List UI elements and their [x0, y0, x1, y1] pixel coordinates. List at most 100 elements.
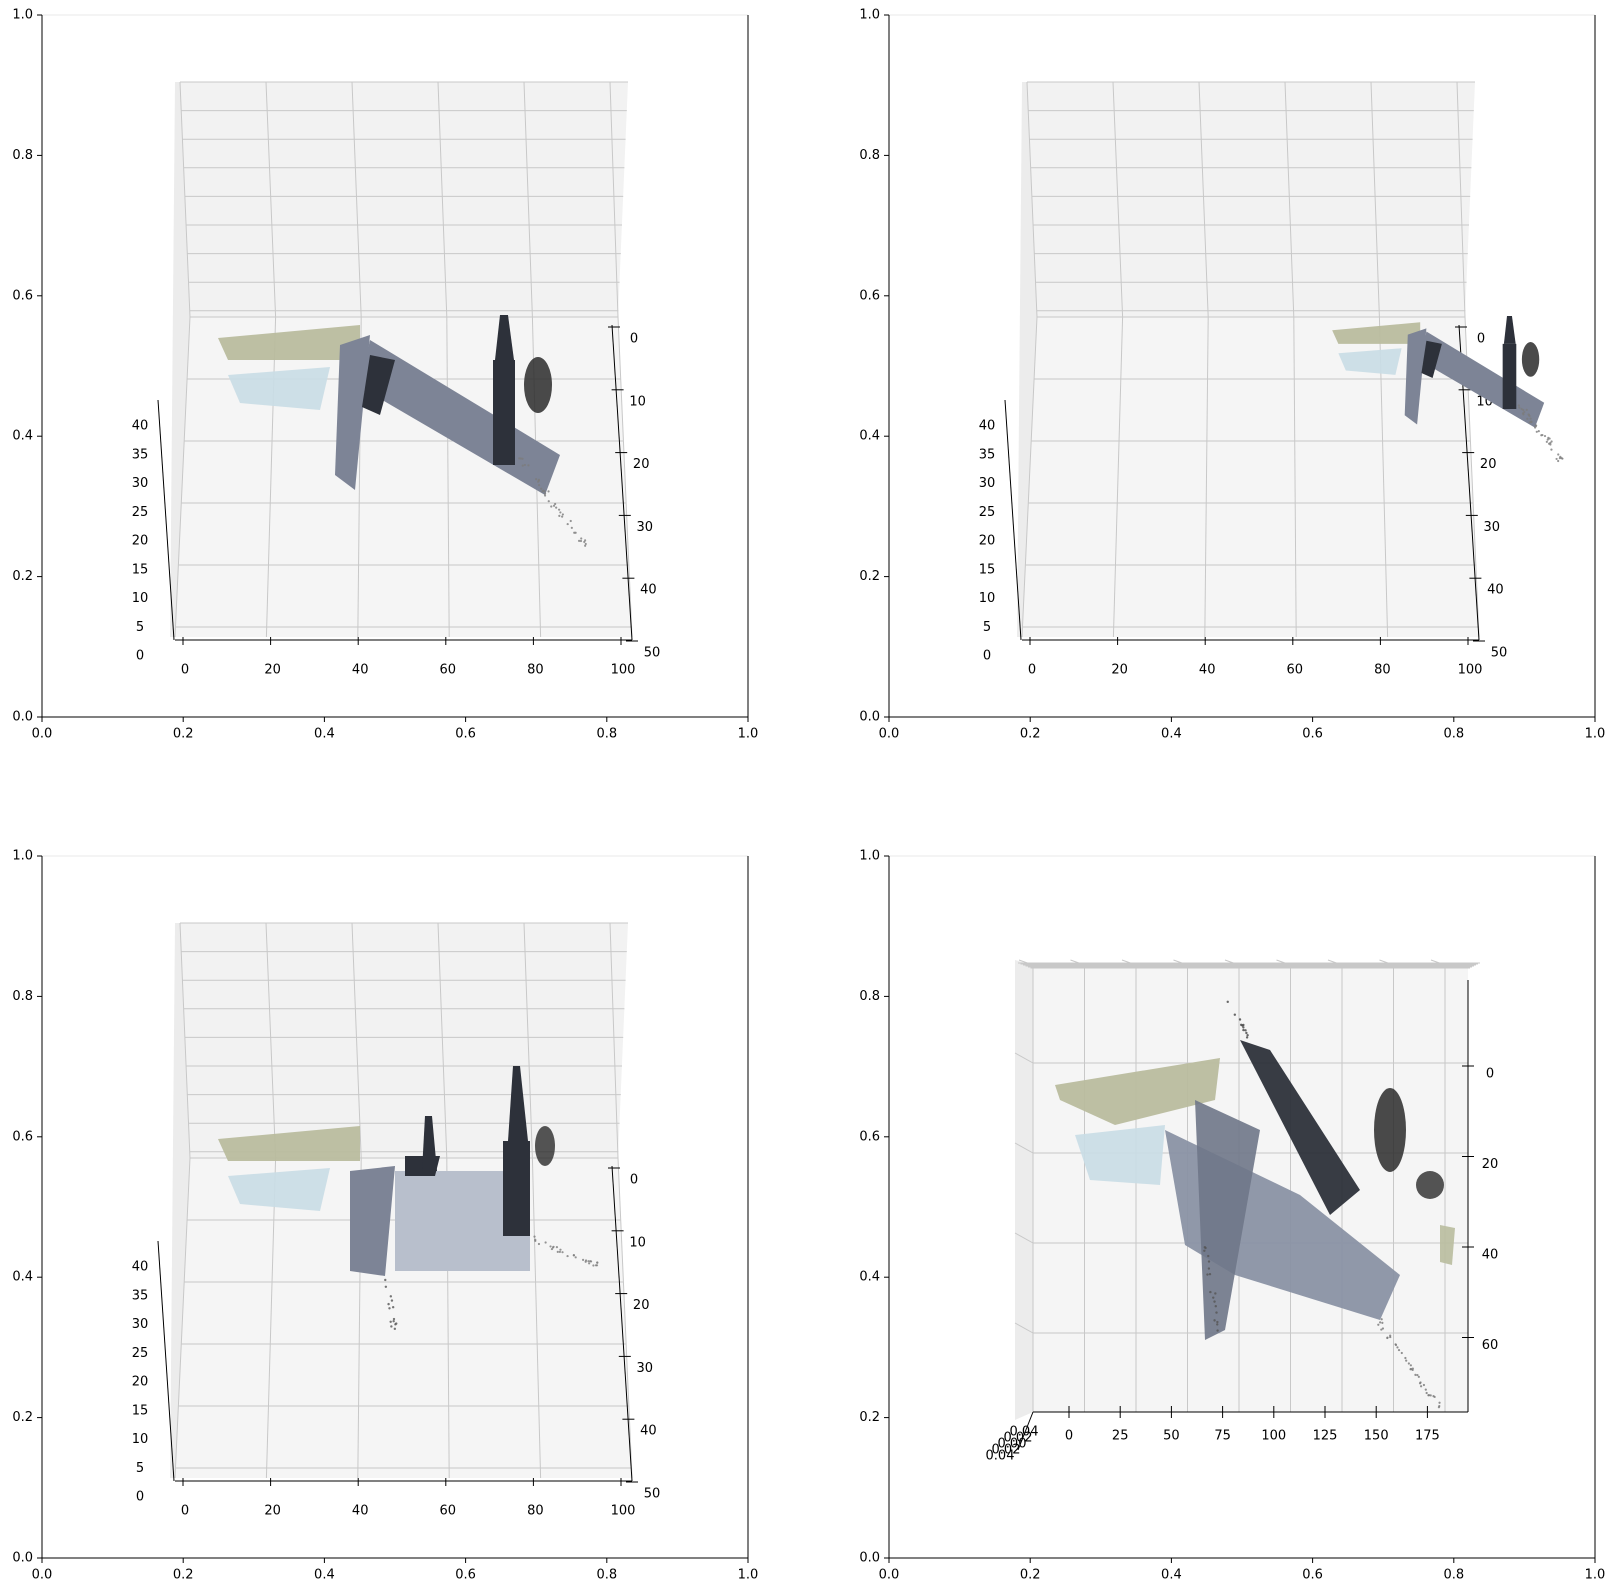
cloud-point [1546, 438, 1549, 441]
cloud-point [392, 1320, 395, 1323]
y3d-axis [611, 1165, 633, 1482]
transept-wall [350, 1166, 395, 1276]
cloud-point [1239, 1023, 1243, 1027]
z3d-tick-label: 15 [132, 1403, 149, 1418]
z3d-tick-label: 0.00 [998, 1437, 1027, 1452]
z3d-tick-label: 5 [136, 1461, 144, 1476]
z3d-tick-label: 5 [136, 620, 144, 635]
cloud-point [584, 542, 587, 546]
cloud-point [1213, 1319, 1216, 1322]
cloud-point [1214, 1305, 1217, 1308]
z3d-tick-label: 20 [132, 1375, 149, 1390]
cloud-point [1530, 420, 1533, 423]
cloud-point [1377, 1323, 1380, 1326]
cloud-point [1244, 1029, 1247, 1032]
cloud-point [1207, 1267, 1211, 1270]
x3d-tick-label: 20 [264, 663, 281, 678]
cloud-point [1396, 1346, 1399, 1349]
y3d-tick-label: 30 [1484, 520, 1501, 535]
z3d-tick-label: 30 [132, 1317, 149, 1332]
x3d-tick-label: 0 [181, 663, 189, 678]
y-tick-label: 1.0 [859, 849, 880, 864]
grid-line [1224, 959, 1240, 966]
x-tick-label: 1.0 [1585, 727, 1606, 742]
z3d-tick-label: 25 [132, 505, 149, 520]
x3d-tick-label: 60 [440, 1504, 457, 1519]
cloud-point [1424, 1388, 1427, 1391]
grid-line [531, 1157, 542, 1479]
grid-line [1293, 316, 1297, 638]
x3d-tick-label: 20 [1111, 663, 1128, 678]
grid-line [617, 316, 633, 638]
y3d-tick-label: 0 [630, 332, 638, 347]
transept-cloud [1195, 1100, 1260, 1340]
cloud-point [518, 457, 521, 460]
cloud-point [1380, 1318, 1383, 1321]
x-tick-label: 0.6 [455, 727, 476, 742]
z3d-tick-label: 40 [132, 419, 149, 434]
y3d-tick-label: 40 [1487, 583, 1504, 598]
cloud-point [1537, 430, 1540, 433]
cloud-point [1380, 1328, 1383, 1331]
glass-surface [1338, 348, 1402, 375]
cloud-point [1245, 1031, 1248, 1035]
y3d-tick-label: 40 [1482, 1248, 1499, 1263]
cloud-point [559, 1248, 562, 1251]
x-tick-label: 0.2 [173, 727, 194, 742]
z3d-tick-label: 30 [132, 476, 149, 491]
cloud-point [527, 464, 530, 467]
cloud-point [1233, 1013, 1237, 1016]
grid-line [617, 1157, 633, 1479]
cloud-point [536, 480, 540, 483]
cloud-point [588, 1262, 591, 1265]
y3d-tick-label: 20 [633, 457, 650, 472]
back-pane [180, 82, 628, 317]
grid-line [1070, 959, 1085, 966]
y-tick-label: 1.0 [12, 8, 33, 23]
cloud-point [556, 1250, 559, 1253]
cloud-point [1381, 1321, 1384, 1325]
x3d-tick-label: 40 [1199, 663, 1216, 678]
grid-line [1379, 959, 1394, 966]
glass-surface [1075, 1125, 1165, 1185]
bell-tower [493, 360, 515, 465]
y-tick-label: 0.6 [859, 1129, 880, 1144]
side-pane [1017, 82, 1037, 637]
cloud-point [1397, 1348, 1401, 1352]
cloud-point [573, 531, 576, 534]
z3d-tick-label: 10 [132, 591, 149, 606]
cloud-point [1417, 1375, 1420, 1378]
cloud-point [389, 1320, 392, 1323]
z3d-tick-label: 30 [979, 476, 996, 491]
x-tick-label: 0.2 [1020, 727, 1041, 742]
cloud-point [1535, 430, 1538, 433]
z3d-axis [1017, 1411, 1034, 1451]
cloud-point [1526, 417, 1529, 420]
tree-cloud [1521, 342, 1540, 377]
cloud-point [1521, 412, 1525, 415]
roof-surface [218, 325, 360, 360]
grid-line [351, 922, 362, 1159]
cloud-point [1379, 1321, 1382, 1324]
back-pane [1027, 82, 1475, 317]
x3d-tick-label: 0 [1028, 663, 1036, 678]
cloud-point [1518, 406, 1521, 409]
y3d-tick-label: 20 [1480, 457, 1497, 472]
cloud-point [1203, 1249, 1206, 1253]
cloud-point [390, 1299, 394, 1302]
cloud-point [391, 1306, 395, 1309]
z3d-tick-label: 5 [983, 620, 991, 635]
cloud-point [559, 511, 562, 514]
x-tick-label: 0.8 [596, 727, 617, 742]
cloud-point [1226, 1000, 1229, 1004]
glass-surface [228, 367, 330, 410]
cloud-point [521, 464, 524, 467]
tower-cloud [1240, 1040, 1360, 1215]
y3d-axis [611, 324, 633, 641]
y3d-tick-label: 20 [633, 1298, 650, 1313]
cloud-point [558, 514, 561, 517]
cloud-point [534, 1239, 537, 1243]
grid-line [179, 922, 191, 1159]
cloud-point [554, 502, 557, 506]
cloud-point [523, 463, 526, 467]
